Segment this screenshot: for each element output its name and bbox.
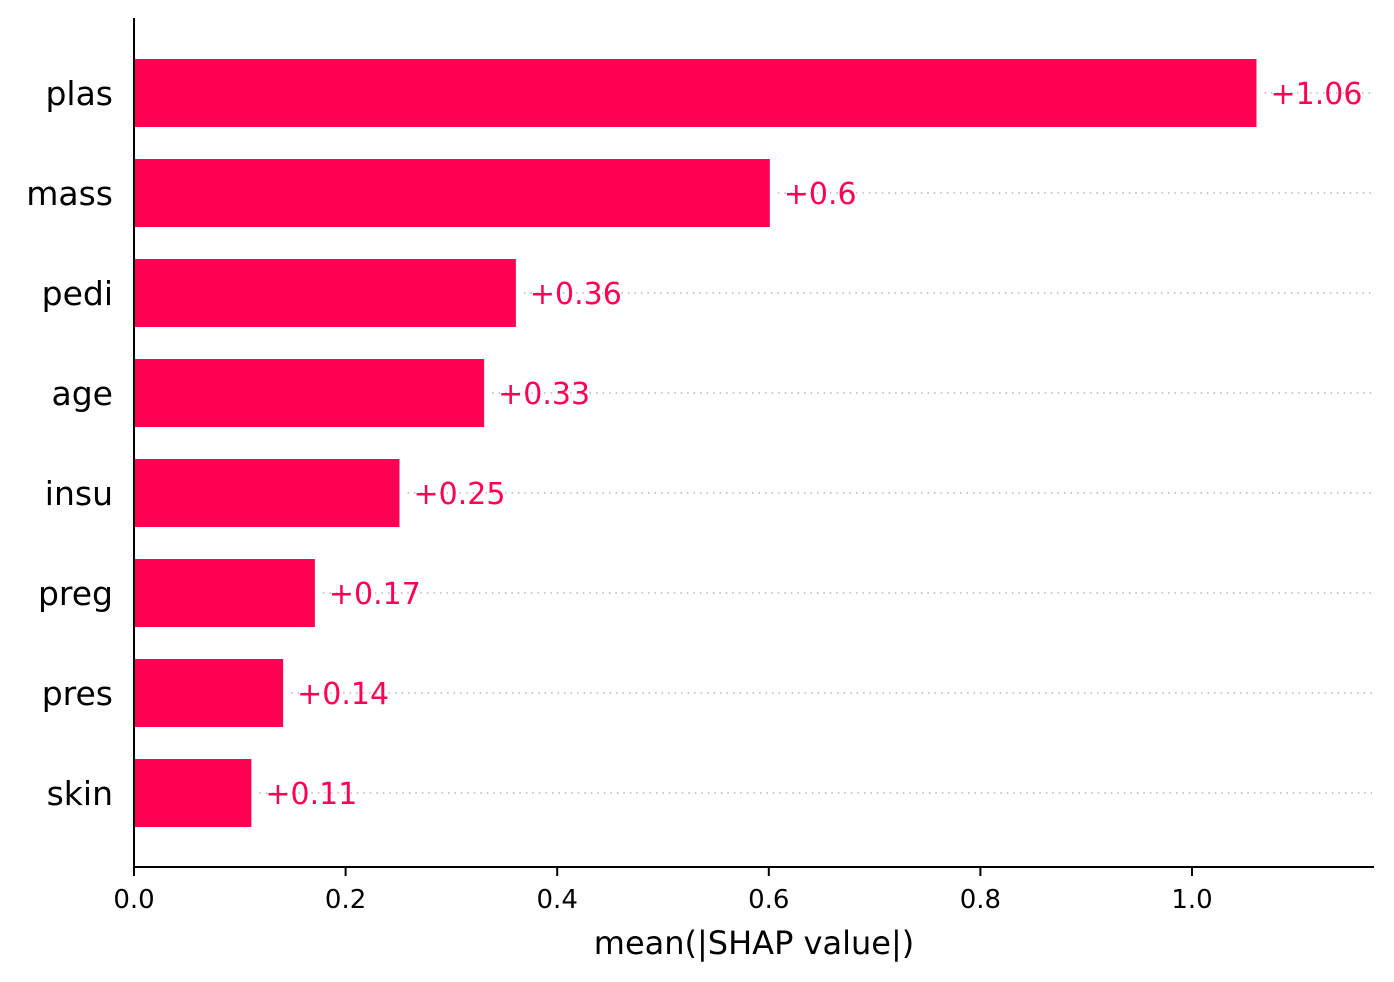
bar-age [135,359,485,427]
category-labels: plas mass pedi age insu preg pres skin [26,74,113,813]
bars [135,59,1257,827]
value-label: +0.36 [530,277,622,312]
category-label: insu [45,474,113,513]
value-label: +0.11 [265,777,357,812]
value-label: +0.33 [498,377,590,412]
x-tick-label: 0.8 [960,885,1001,915]
bar-plas [135,59,1257,127]
bar-skin [135,759,252,827]
bar-pedi [135,259,516,327]
value-label: +0.14 [297,677,389,712]
category-label: pedi [42,274,113,313]
value-label: +1.06 [1270,77,1362,112]
bar-pres [135,659,284,727]
bar-insu [135,459,400,527]
x-tick-label: 0.0 [113,885,154,915]
x-axis-title: mean(|SHAP value|) [594,924,914,962]
x-tick-label: 0.2 [325,885,366,915]
bar-mass [135,159,770,227]
x-tick-label: 0.6 [748,885,789,915]
value-label: +0.25 [414,477,506,512]
category-label: plas [45,74,113,113]
category-label: pres [42,674,113,713]
x-tick-label: 0.4 [537,885,578,915]
x-tick-label: 1.0 [1171,885,1212,915]
bar-preg [135,559,315,627]
category-label: preg [38,574,113,613]
x-axis-ticks: 0.0 0.2 0.4 0.6 0.8 1.0 [113,867,1213,915]
value-label: +0.17 [329,577,421,612]
category-label: age [52,374,113,413]
value-labels: +1.06 +0.6 +0.36 +0.33 +0.25 +0.17 +0.14 +0.11 [265,77,1362,812]
category-label: skin [47,774,113,813]
guide-lines [259,92,1372,794]
value-label: +0.6 [784,177,857,212]
category-label: mass [26,174,113,213]
